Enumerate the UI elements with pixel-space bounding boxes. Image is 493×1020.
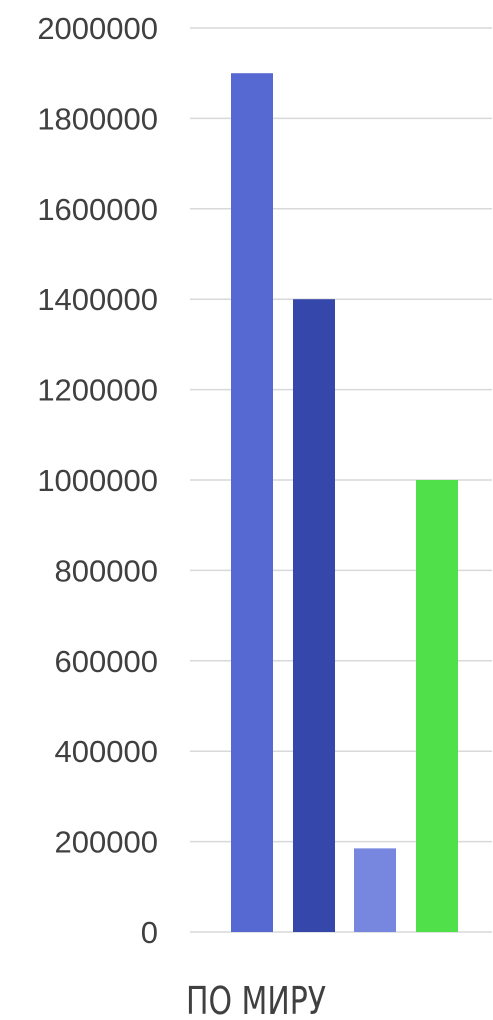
bar-series-2 [293, 299, 335, 932]
bar-series-1 [231, 73, 273, 932]
y-tick-label: 0 [141, 915, 158, 950]
x-axis-category-labels: ПО МИРУ [186, 979, 326, 1020]
y-tick-label: 1600000 [37, 192, 158, 227]
y-tick-label: 2000000 [37, 11, 158, 46]
y-tick-label: 1400000 [37, 282, 158, 317]
y-tick-label: 400000 [55, 734, 158, 769]
bars [231, 73, 458, 932]
y-tick-label: 600000 [55, 644, 158, 679]
bar-series-4 [416, 480, 458, 932]
y-tick-label: 1200000 [37, 373, 158, 408]
y-tick-label: 1800000 [37, 101, 158, 136]
y-tick-label: 800000 [55, 553, 158, 588]
y-tick-label: 200000 [55, 825, 158, 860]
bar-series-3 [354, 848, 396, 932]
y-tick-label: 1000000 [37, 463, 158, 498]
x-category-label: ПО МИРУ [186, 979, 326, 1020]
y-axis-tick-labels: 0 200000 400000 600000 800000 1000000 1200000 1… [37, 11, 158, 950]
